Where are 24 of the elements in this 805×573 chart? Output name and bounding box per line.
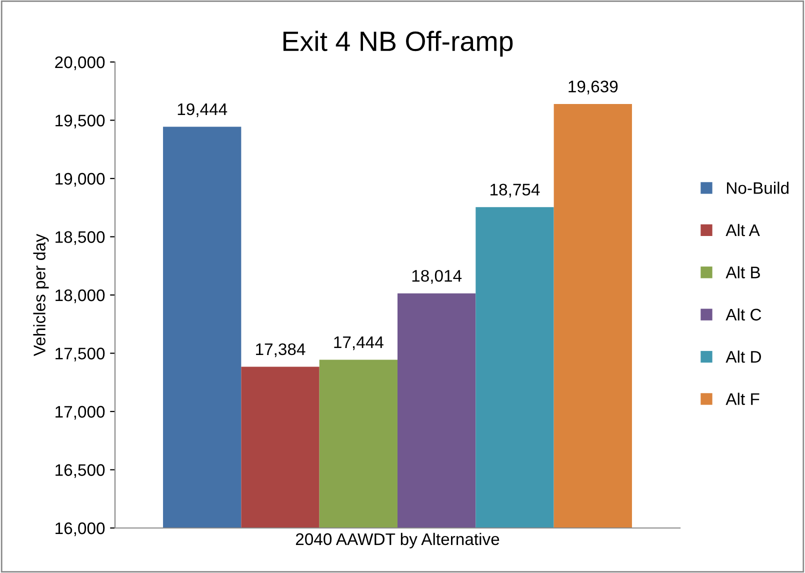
legend-label: No-Build: [727, 182, 788, 194]
data-label: 19,444: [178, 103, 228, 118]
y-axis-title: Vehicles per day: [33, 234, 49, 356]
y-tick-label: 18,000: [56, 289, 105, 304]
data-label: 18,754: [490, 184, 540, 198]
legend-label: Alt A: [726, 224, 760, 236]
legend-label: Alt C: [726, 308, 762, 321]
data-label: 19,639: [568, 80, 618, 94]
y-tick-label: 19,000: [56, 172, 105, 187]
legend-label: Alt B: [726, 266, 760, 278]
y-tick-label: 17,500: [56, 348, 105, 362]
data-label: 18,014: [412, 270, 462, 284]
chart-title: Exit 4 NB Off-ramp: [283, 30, 513, 57]
x-tick-label: 2040 AAWDT by Alternative: [296, 532, 500, 548]
y-tick-label: 17,000: [56, 406, 105, 420]
legend-label: Alt D: [726, 350, 761, 363]
y-tick-label: 16,000: [56, 522, 105, 536]
data-label: 17,444: [334, 336, 384, 350]
y-tick-label: 18,500: [56, 231, 105, 245]
y-tick-label: 19,500: [56, 114, 105, 128]
y-tick-label: 16,500: [56, 464, 105, 478]
y-tick-label: 20,000: [55, 56, 105, 70]
legend-label: Alt F: [726, 392, 760, 405]
data-label: 17,384: [256, 343, 306, 358]
